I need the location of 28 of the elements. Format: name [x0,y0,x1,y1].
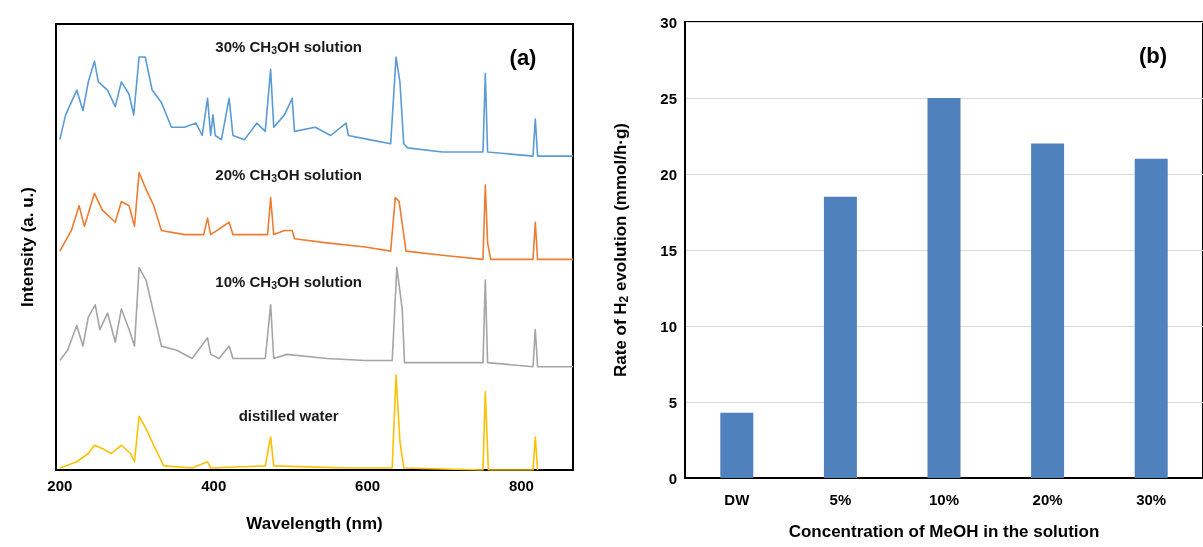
y-axis-title: Intensity (a. u.) [18,187,37,307]
annotation: (a) [509,44,537,70]
bar [1031,143,1065,478]
x-tick-label: 30% [1136,491,1167,508]
x-tick-label: 20% [1032,491,1063,508]
series-label: distilled water [238,406,339,424]
bar [927,98,961,478]
x-axis-title: Wavelength (nm) [246,514,383,533]
x-tick-label: 10% [928,491,960,508]
bar [823,196,857,478]
y-tick-label: 10 [660,317,677,335]
bar [1134,158,1168,478]
x-tick-label: 600 [355,477,381,494]
y-tick-label: 20 [660,165,677,183]
annotation: (b) [1138,42,1168,68]
y-axis-title: Rate of H2 evolution (mmol/h·g) [610,122,631,378]
y-tick-label: 0 [668,469,677,487]
x-tick-label: 400 [201,477,227,494]
x-tick-label: 5% [829,491,852,508]
y-tick-label: 15 [660,241,677,259]
y-tick-label: 30 [660,13,677,31]
y-tick-label: 5 [668,393,677,411]
y-tick-label: 25 [660,89,677,107]
bar [720,412,754,478]
x-tick-label: 800 [508,477,534,494]
x-tick-label: DW [724,491,751,508]
x-axis-title: Concentration of MeOH in the solution [788,522,1100,541]
x-tick-label: 200 [47,477,73,494]
